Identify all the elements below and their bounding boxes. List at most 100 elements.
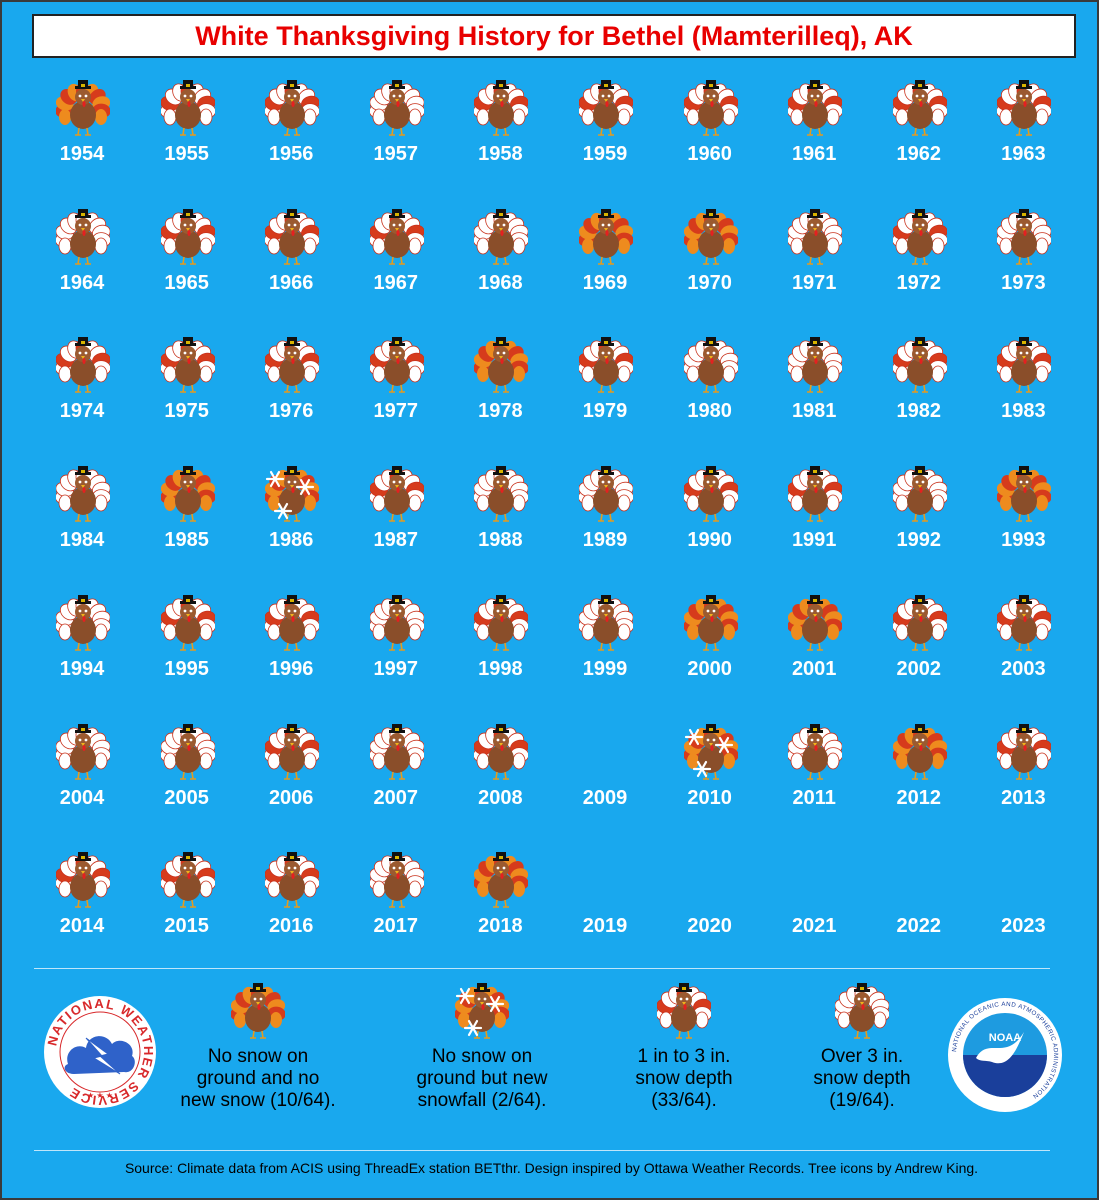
year-label: 1957 — [373, 143, 419, 165]
year-cell-1983: 1983 — [973, 334, 1073, 449]
year-cell-1954: 1954 — [32, 77, 132, 192]
turkey-icon-none — [683, 208, 738, 265]
year-label: 1976 — [268, 400, 314, 423]
year-cell-2021: 2021 — [764, 849, 864, 964]
turkey-icon-light — [892, 337, 947, 394]
legend-line: (33/64). — [651, 1090, 717, 1111]
year-label: 2018 — [478, 915, 523, 938]
turkey-icon-light — [788, 80, 843, 136]
turkey-icon-light — [997, 337, 1052, 394]
year-label: 1964 — [59, 271, 105, 294]
turkey-icon-new — [455, 983, 509, 1039]
year-label: 2002 — [896, 657, 942, 680]
turkey-icon-light — [892, 594, 947, 651]
year-cell-2006: 2006 — [241, 721, 341, 836]
legend-item-deep: Over 3 in. snow depth (19/64). — [762, 980, 962, 1112]
year-cell-1981: 1981 — [764, 334, 864, 449]
year-label: 1970 — [687, 271, 732, 294]
year-cell-1993: 1993 — [973, 463, 1073, 578]
year-cell-1964: 1964 — [32, 206, 132, 321]
turkey-icon-none — [788, 594, 843, 651]
year-label: 1984 — [59, 529, 105, 552]
turkey-icon-deep — [788, 723, 843, 780]
year-cell-2015: 2015 — [137, 849, 237, 964]
nws-logo: NATIONAL WEATHER SERVICE ★ ★ ★ — [42, 994, 158, 1110]
year-cell-1990: 1990 — [660, 463, 760, 578]
year-label: 2012 — [896, 786, 942, 809]
turkey-icon-light — [579, 337, 633, 394]
turkey-icon-light — [369, 337, 424, 394]
year-cell-1995: 1995 — [137, 592, 237, 707]
legend-text: No snow on ground but new snowfall (2/64). — [382, 1046, 582, 1112]
year-label: 2013 — [1001, 786, 1046, 809]
year-cell-2019: 2019 — [555, 849, 655, 964]
year-label: 1971 — [791, 271, 837, 294]
svg-text:★ ★ ★: ★ ★ ★ — [87, 1091, 113, 1100]
turkey-icon-none — [683, 594, 738, 651]
legend-line: snowfall (2/64). — [417, 1090, 547, 1111]
year-label: 1967 — [373, 271, 419, 294]
turkey-icon-deep — [997, 208, 1052, 265]
year-label: 1981 — [791, 400, 837, 423]
year-cell-1977: 1977 — [346, 334, 446, 449]
year-label: 1962 — [896, 143, 942, 165]
year-cell-2013: 2013 — [973, 721, 1073, 836]
turkey-icon-light — [474, 594, 529, 651]
year-label: 1966 — [268, 271, 314, 294]
turkey-icon-light — [683, 80, 738, 136]
page-title: White Thanksgiving History for Bethel (M… — [32, 14, 1076, 58]
legend-line: (19/64). — [829, 1090, 895, 1111]
year-cell-1998: 1998 — [450, 592, 550, 707]
year-cell-2017: 2017 — [346, 849, 446, 964]
year-label: 1972 — [896, 271, 942, 294]
year-label: 1999 — [582, 657, 628, 680]
year-label: 2023 — [1001, 915, 1046, 938]
year-label: 2022 — [896, 915, 942, 938]
turkey-icon-none — [892, 723, 947, 780]
turkey-icon-deep — [369, 594, 424, 651]
turkey-icon-light — [997, 594, 1052, 651]
noaa-logo-label: NOAA — [989, 1032, 1021, 1044]
year-cell-2016: 2016 — [241, 849, 341, 964]
year-cell-2001: 2001 — [764, 592, 864, 707]
year-label: 1985 — [164, 529, 209, 552]
year-cell-1986: 1986 — [241, 463, 341, 578]
year-label: 2011 — [792, 786, 836, 809]
turkey-icon-light — [265, 852, 320, 908]
year-cell-1956: 1956 — [241, 77, 341, 192]
legend-line: snow depth — [635, 1068, 733, 1089]
year-label: 2020 — [687, 915, 732, 938]
turkey-icon-deep — [474, 466, 529, 522]
year-cell-1959: 1959 — [555, 77, 655, 192]
turkey-icon-light — [892, 208, 947, 265]
year-label: 2007 — [373, 786, 419, 809]
year-label: 1974 — [59, 400, 105, 423]
turkey-icon-light — [474, 723, 529, 780]
year-cell-1974: 1974 — [32, 334, 132, 449]
year-label: 2005 — [164, 786, 209, 809]
year-label: 1958 — [478, 143, 523, 165]
year-label: 2000 — [687, 657, 732, 680]
turkey-icon-deep — [369, 723, 424, 780]
turkey-icon-deep — [56, 208, 110, 265]
turkey-icon-deep — [369, 852, 424, 908]
year-cell-2008: 2008 — [450, 721, 550, 836]
year-label: 1997 — [373, 657, 419, 680]
year-label: 1969 — [582, 271, 628, 294]
year-cell-2004: 2004 — [32, 721, 132, 836]
year-cell-1955: 1955 — [137, 77, 237, 192]
year-cell-1965: 1965 — [137, 206, 237, 321]
turkey-icon-light — [160, 594, 215, 651]
year-cell-1976: 1976 — [241, 334, 341, 449]
turkey-icon-light — [160, 80, 215, 136]
legend-text: Over 3 in. snow depth (19/64). — [762, 1046, 962, 1112]
year-label: 2016 — [268, 915, 314, 938]
turkey-icon-light — [56, 852, 110, 908]
legend-line: 1 in to 3 in. — [637, 1046, 731, 1067]
year-cell-1988: 1988 — [450, 463, 550, 578]
legend-line: ground and no — [196, 1068, 320, 1089]
turkey-icon-deep — [788, 208, 843, 265]
turkey-icon-deep — [835, 983, 889, 1039]
year-label: 1988 — [478, 529, 523, 552]
year-cell-2010: 2010 — [660, 721, 760, 836]
